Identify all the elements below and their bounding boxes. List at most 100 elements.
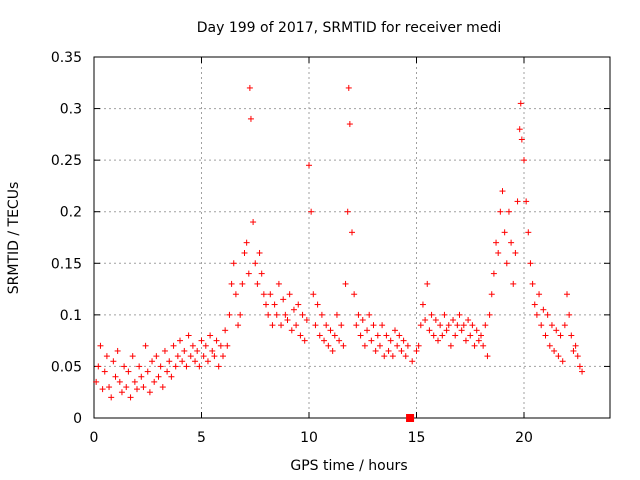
data-point: [516, 126, 523, 133]
data-point: [312, 322, 319, 329]
data-point: [97, 342, 104, 349]
y-tick-label: 0.25: [51, 153, 82, 169]
data-point: [400, 337, 407, 344]
data-point: [286, 291, 293, 298]
data-point: [327, 327, 334, 334]
data-point: [146, 389, 153, 396]
special-markers: [406, 414, 415, 422]
data-point: [445, 322, 452, 329]
data-point: [247, 115, 254, 122]
data-point: [333, 311, 340, 318]
data-point: [518, 136, 525, 143]
data-point: [271, 301, 278, 308]
data-point: [413, 347, 420, 354]
zero-marker: [406, 414, 415, 422]
data-point: [220, 353, 226, 360]
data-point: [542, 332, 549, 339]
x-axis-title: GPS time / hours: [290, 458, 407, 474]
chart-title: Day 199 of 2017, SRMTID for receiver med…: [197, 20, 501, 36]
data-point: [275, 280, 282, 287]
data-point: [207, 332, 214, 339]
data-point: [239, 280, 246, 287]
data-point: [557, 332, 564, 339]
data-point: [538, 322, 545, 329]
data-point: [260, 291, 267, 298]
data-point: [475, 337, 482, 344]
data-point: [574, 353, 581, 360]
data-point: [387, 337, 394, 344]
data-point: [456, 311, 463, 318]
data-point: [338, 322, 345, 329]
data-point: [127, 394, 134, 401]
data-point: [254, 280, 261, 287]
data-point: [284, 317, 291, 324]
data-point: [321, 337, 328, 344]
data-point: [299, 311, 306, 318]
data-point: [428, 311, 435, 318]
data-point: [508, 239, 515, 246]
data-point: [256, 249, 263, 256]
data-point: [314, 301, 321, 308]
data-point: [129, 353, 136, 360]
data-point: [230, 260, 237, 267]
data-point: [447, 342, 454, 349]
x-tick-label: 0: [90, 430, 99, 446]
data-point: [189, 342, 196, 349]
data-point: [174, 353, 181, 360]
data-point: [495, 249, 502, 256]
data-point: [308, 208, 315, 215]
data-point: [306, 162, 312, 169]
data-point: [331, 332, 338, 339]
data-point: [217, 342, 224, 349]
data-point: [288, 327, 295, 334]
data-point: [153, 353, 160, 360]
data-point: [303, 317, 310, 324]
data-point: [426, 327, 433, 334]
data-point: [353, 322, 360, 329]
data-point: [290, 306, 297, 313]
data-point: [376, 342, 383, 349]
y-tick-label: 0.05: [51, 359, 82, 375]
data-point: [422, 317, 429, 324]
data-point: [177, 337, 183, 344]
data-point: [544, 311, 551, 318]
data-point: [295, 301, 302, 308]
data-point: [478, 332, 484, 339]
axis-ticks: 0 5 10 15 20 0 0.05 0.1 0.15 0.2 0.25 0.3 0.35: [51, 50, 610, 446]
data-point: [232, 291, 239, 298]
data-point: [359, 317, 366, 324]
data-point: [194, 347, 201, 354]
data-point: [204, 358, 211, 365]
data-point: [340, 342, 347, 349]
data-point: [282, 311, 289, 318]
data-point: [467, 332, 474, 339]
data-point: [202, 342, 209, 349]
data-point: [503, 260, 510, 267]
data-point: [342, 280, 349, 287]
data-point: [417, 322, 424, 329]
data-point: [450, 317, 457, 324]
data-point: [196, 363, 203, 370]
data-point: [486, 311, 493, 318]
data-point: [172, 363, 179, 370]
data-point: [394, 342, 401, 349]
data-point: [415, 342, 422, 349]
data-point: [576, 363, 583, 370]
y-tick-label: 0.2: [60, 205, 82, 221]
data-point: [170, 342, 177, 349]
data-point: [536, 291, 543, 298]
data-point: [529, 280, 536, 287]
data-point: [392, 327, 398, 334]
data-point: [95, 363, 102, 370]
data-point: [484, 353, 491, 360]
data-point: [235, 322, 242, 329]
data-point: [263, 301, 269, 308]
data-point: [245, 270, 252, 277]
y-tick-label: 0.35: [51, 50, 82, 66]
data-point: [346, 121, 353, 128]
data-point: [131, 378, 138, 385]
data-point: [572, 342, 579, 349]
data-point: [510, 280, 517, 287]
